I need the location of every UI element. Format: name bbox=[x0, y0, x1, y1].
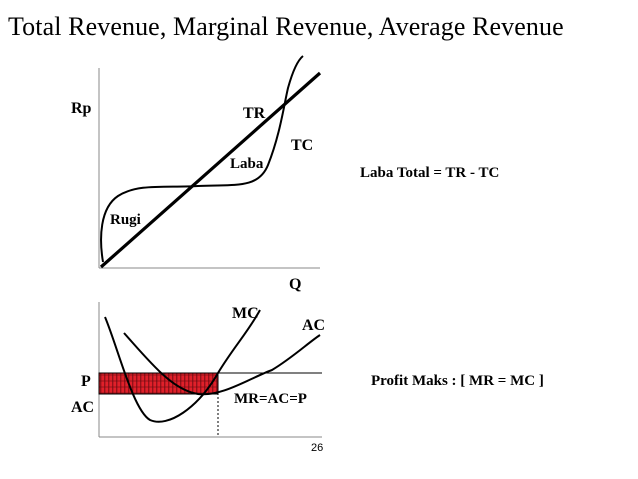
x-axis-label-q: Q bbox=[289, 276, 301, 293]
ac-curve-label: AC bbox=[302, 317, 325, 334]
bottom-diagram: MC AC P AC MR=AC=P bbox=[71, 302, 325, 438]
tc-curve bbox=[100, 55, 304, 263]
p-axis-label: P bbox=[81, 373, 91, 390]
max-profit-formula: Profit Maks : [ MR = MC ] bbox=[371, 373, 544, 389]
mc-label: MC bbox=[232, 305, 259, 322]
page-number: 26 bbox=[311, 442, 324, 454]
profit-area bbox=[98, 372, 219, 395]
mc-curve bbox=[104, 309, 261, 423]
equilibrium-label: MR=AC=P bbox=[234, 391, 307, 407]
tr-line bbox=[99, 71, 322, 269]
slide-title: Total Revenue, Marginal Revenue, Average… bbox=[8, 12, 564, 41]
total-profit-formula: Laba Total = TR - TC bbox=[360, 165, 500, 181]
y-axis-label-rp: Rp bbox=[71, 100, 92, 117]
loss-label-rugi: Rugi bbox=[110, 212, 141, 228]
tr-label: TR bbox=[243, 105, 266, 122]
ac-curve bbox=[123, 332, 321, 396]
profit-label-laba: Laba bbox=[230, 156, 264, 172]
ac-axis-label: AC bbox=[71, 399, 94, 416]
tc-label: TC bbox=[291, 137, 313, 154]
top-diagram: Rp TR TC Laba Rugi Q bbox=[71, 55, 322, 293]
